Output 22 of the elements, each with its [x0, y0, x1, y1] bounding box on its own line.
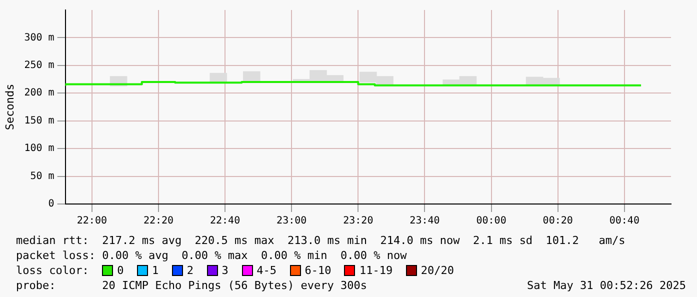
x-tick-label: 23:20 — [343, 216, 374, 227]
x-tick-label: 22:20 — [143, 216, 174, 227]
text: probe: 20 ICMP Echo Pings (56 Bytes) every 300s — [16, 278, 367, 293]
x-tick-label: 23:40 — [410, 216, 440, 227]
text: packet loss: 0.00 % avg 0.00 % max 0.00 % min 0.00 % now — [16, 248, 408, 263]
y-tick-label: 300 m — [24, 32, 54, 44]
x-tick-label: 23:00 — [276, 216, 307, 227]
y-tick-label: 0 — [48, 198, 54, 210]
x-tick-label: 22:00 — [76, 216, 107, 227]
x-tick-label: 00:00 — [476, 216, 506, 227]
x-tick-label: 00:20 — [542, 216, 573, 227]
text: Sat May 31 00:52:26 2025 — [527, 278, 686, 293]
y-tick-label: 100 m — [24, 143, 54, 154]
text: loss color: 0 1 2 3 4-5 6-10 11-19 20/20 — [16, 264, 454, 277]
x-tick-label: 22:40 — [210, 216, 240, 227]
y-tick-label: 50 m — [30, 170, 54, 182]
y-tick-label: 150 m — [24, 115, 54, 126]
x-tick-label: 00:40 — [609, 216, 640, 227]
y-tick-label: 200 m — [24, 88, 54, 99]
text: median rtt: 217.2 ms avg 220.5 ms max 213.0 ms min 214.0 ms now 2.1 ms sd 101.2 am/s — [16, 233, 626, 248]
y-axis-title: Seconds — [3, 84, 16, 130]
y-tick-label: 250 m — [24, 60, 54, 72]
